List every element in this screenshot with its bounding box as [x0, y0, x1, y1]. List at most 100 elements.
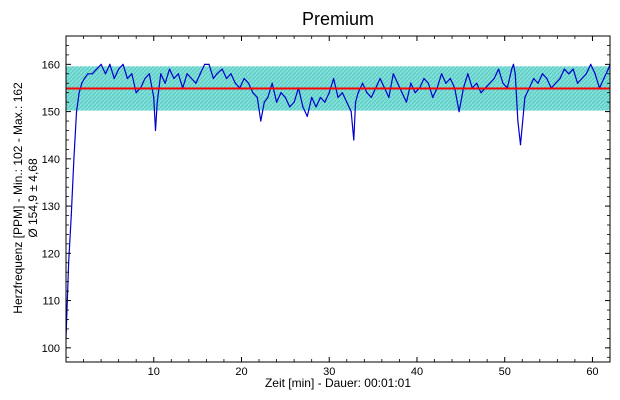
y-tick-label: 110: [42, 296, 60, 308]
x-axis-label: Zeit [min] - Dauer: 00:01:01: [265, 376, 411, 390]
data-point: [576, 82, 579, 84]
data-point: [256, 96, 258, 99]
x-tick-label: 50: [499, 366, 511, 378]
data-point: [75, 110, 78, 113]
data-point: [252, 92, 254, 94]
data-point: [392, 73, 394, 75]
data-point: [212, 77, 215, 80]
data-point: [361, 82, 364, 84]
data-point: [243, 77, 245, 80]
data-point: [311, 96, 313, 99]
data-point: [585, 73, 587, 75]
data-point: [302, 106, 304, 108]
y-tick-label: 120: [42, 248, 60, 260]
data-point: [122, 63, 124, 65]
data-point: [517, 120, 519, 122]
data-point: [405, 101, 408, 103]
data-point: [353, 139, 355, 141]
data-point: [379, 77, 381, 80]
data-point: [96, 68, 98, 70]
data-point: [328, 92, 330, 94]
data-point: [144, 77, 146, 80]
data-point: [91, 73, 93, 75]
data-point: [319, 96, 322, 99]
data-point: [489, 82, 491, 84]
data-point: [555, 82, 557, 84]
data-point: [118, 68, 120, 70]
data-point: [195, 82, 197, 84]
data-point: [131, 73, 133, 75]
data-point: [607, 68, 609, 70]
data-point: [440, 73, 443, 75]
data-point: [603, 77, 605, 80]
data-point: [230, 73, 232, 75]
data-point: [154, 129, 157, 132]
data-point: [289, 106, 291, 108]
data-point: [87, 73, 89, 75]
data-point: [514, 73, 516, 75]
data-point: [512, 63, 515, 65]
data-point: [423, 77, 425, 80]
chart-title: Premium: [302, 9, 374, 29]
data-point: [541, 73, 544, 75]
data-point: [341, 92, 343, 94]
data-point: [306, 115, 308, 117]
x-tick-label: 40: [411, 366, 423, 378]
data-point: [271, 82, 273, 84]
data-point: [559, 77, 561, 80]
data-point: [480, 92, 482, 94]
data-point: [401, 92, 403, 94]
data-point: [293, 101, 295, 103]
y-axis-label: Herzfrequenz [PPM] - Min.: 102 - Max.: 1…: [11, 82, 25, 314]
data-point: [502, 82, 504, 84]
data-point: [346, 101, 348, 103]
data-point: [81, 82, 83, 84]
data-point: [414, 92, 416, 94]
data-point: [333, 77, 335, 80]
x-tick-label: 30: [323, 366, 335, 378]
data-point: [388, 96, 390, 99]
data-point: [135, 92, 137, 94]
data-point: [199, 73, 201, 75]
data-point: [445, 82, 447, 84]
data-point: [109, 63, 111, 65]
y-tick-label: 100: [42, 343, 60, 355]
data-point: [164, 82, 166, 84]
data-point: [324, 101, 326, 103]
x-tick-label: 20: [235, 366, 247, 378]
data-point: [581, 77, 583, 80]
data-point: [263, 101, 265, 103]
x-tick-label: 10: [148, 366, 160, 378]
data-point: [370, 96, 372, 99]
data-point: [275, 101, 278, 103]
data-point: [511, 68, 513, 70]
data-point: [397, 82, 399, 84]
data-point: [563, 68, 565, 70]
data-point: [337, 96, 339, 99]
data-point: [78, 92, 80, 94]
data-point: [190, 77, 193, 80]
data-point: [156, 101, 158, 103]
data-point: [70, 214, 72, 217]
data-point: [126, 77, 129, 80]
data-point: [594, 73, 596, 75]
data-point: [204, 63, 206, 65]
data-point: [234, 82, 236, 84]
data-point: [83, 77, 86, 80]
data-point: [284, 96, 286, 99]
data-point: [432, 96, 434, 99]
data-point: [260, 120, 262, 122]
data-point: [533, 77, 535, 80]
data-point: [247, 82, 250, 84]
x-tick-label: 60: [586, 366, 598, 378]
data-point: [104, 73, 107, 75]
data-point: [568, 73, 570, 75]
data-point: [168, 68, 171, 70]
data-point: [225, 77, 228, 80]
data-point: [519, 144, 522, 146]
data-point: [153, 96, 155, 99]
data-point: [350, 110, 352, 113]
data-point: [177, 73, 179, 75]
data-point: [186, 73, 188, 75]
data-point: [148, 73, 150, 75]
